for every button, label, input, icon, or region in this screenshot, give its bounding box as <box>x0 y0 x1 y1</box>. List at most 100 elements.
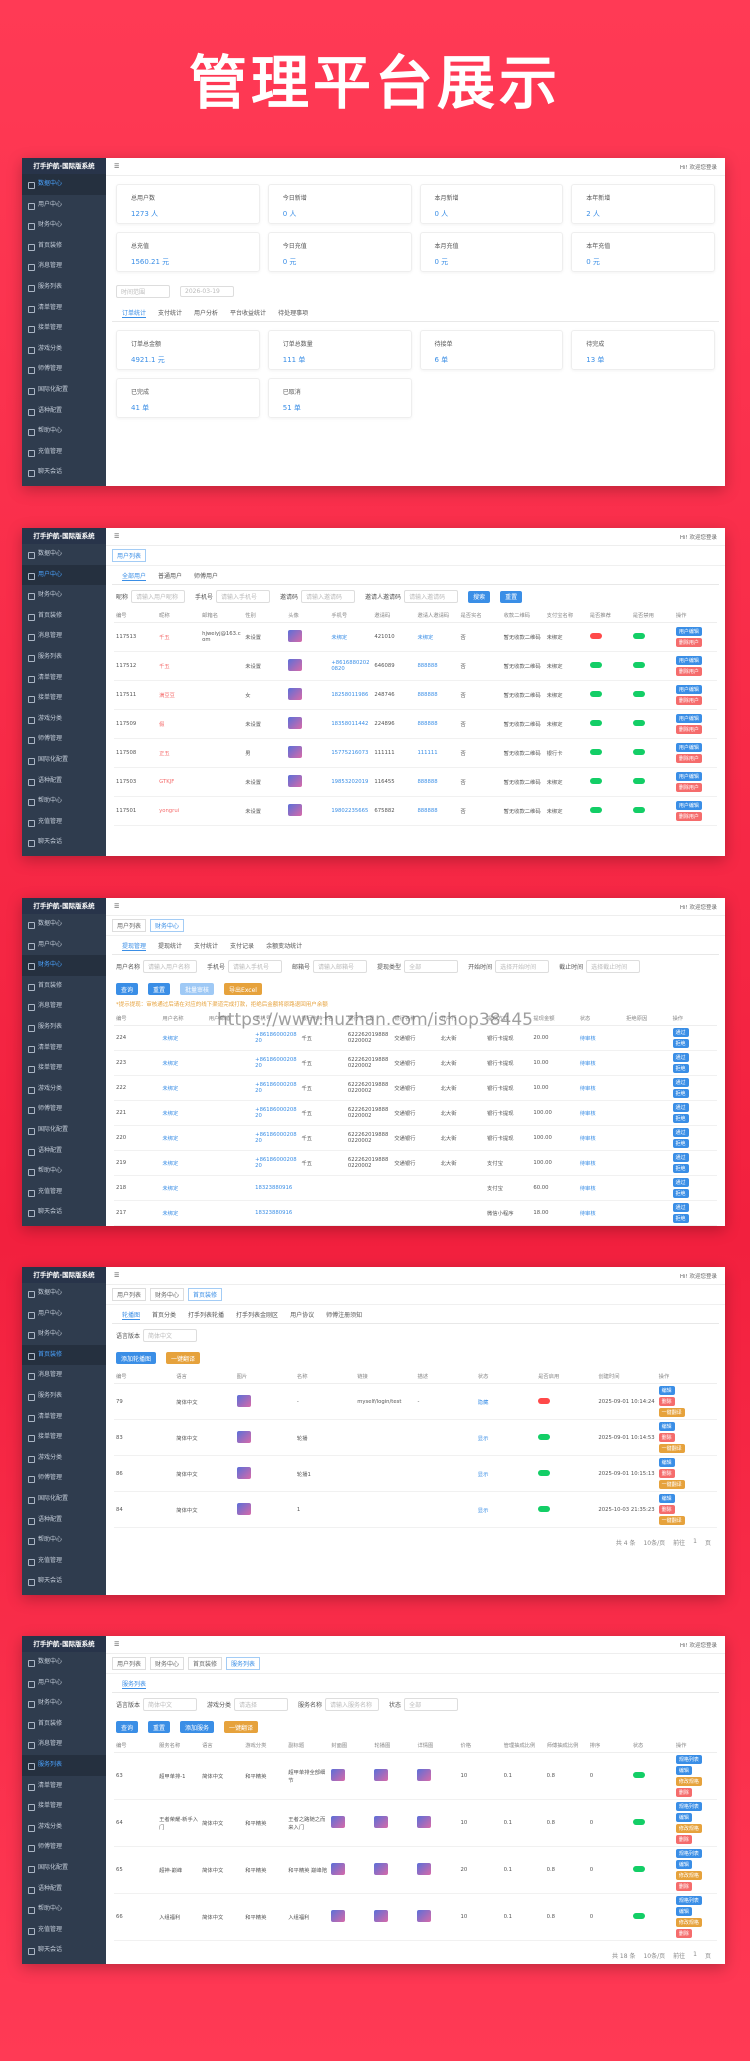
tab[interactable]: 轮播图 <box>122 1312 141 1320</box>
menu-item[interactable]: 语种配置 <box>22 1879 106 1900</box>
breadcrumb[interactable]: 用户列表 <box>112 1657 147 1670</box>
menu-item[interactable]: 消息管理 <box>22 1734 106 1755</box>
action-button[interactable]: 修改规格 <box>675 1824 702 1833</box>
action-button[interactable]: 编辑 <box>658 1386 675 1395</box>
menu-item[interactable]: 接单管理 <box>22 318 106 339</box>
menu-item[interactable]: 清单管理 <box>22 1038 106 1059</box>
menu-item[interactable]: 充值管理 <box>22 812 106 833</box>
tab[interactable]: 支付统计 <box>158 310 183 317</box>
action-button[interactable]: 拒绝 <box>672 1089 689 1098</box>
menu-item[interactable]: 国际化配置 <box>22 380 106 401</box>
menu-item[interactable]: 清单管理 <box>22 668 106 689</box>
tab[interactable]: 余额变动统计 <box>266 943 303 950</box>
menu-item[interactable]: 首页装修 <box>22 236 106 257</box>
action-button[interactable]: 删除用户 <box>675 667 702 676</box>
action-button[interactable]: 编辑 <box>658 1458 675 1467</box>
action-button[interactable]: 删除 <box>675 1929 692 1938</box>
button[interactable]: 重置 <box>500 590 523 603</box>
action-button[interactable]: 规格列表 <box>675 1755 702 1764</box>
action-button[interactable]: 通过 <box>672 1153 689 1162</box>
menu-item[interactable]: 消息管理 <box>22 996 106 1017</box>
menu-item[interactable]: 语种配置 <box>22 1141 106 1162</box>
button[interactable]: 添加服务 <box>180 1721 215 1733</box>
menu-item[interactable]: 消息管理 <box>22 256 106 277</box>
button[interactable]: 重置 <box>148 1721 171 1733</box>
action-button[interactable]: 通过 <box>672 1178 689 1187</box>
action-button[interactable]: 规格列表 <box>675 1802 702 1811</box>
pager-item[interactable]: 10条/页 <box>643 1540 666 1547</box>
toggle[interactable] <box>538 1505 551 1512</box>
menu-item[interactable]: 国际化配置 <box>22 1489 106 1510</box>
menu-item[interactable]: 师傅管理 <box>22 1099 106 1120</box>
action-button[interactable]: 修改规格 <box>675 1918 702 1927</box>
action-button[interactable]: 通过 <box>672 1028 689 1037</box>
tab[interactable]: 待处理事项 <box>278 310 309 317</box>
pager-item[interactable]: 共 18 条 <box>612 1953 636 1960</box>
menu-item[interactable]: 聊天会话 <box>22 1571 106 1592</box>
breadcrumb[interactable]: 首页装修 <box>188 1657 223 1670</box>
menu-item[interactable]: 用户中心 <box>22 1673 106 1694</box>
action-button[interactable]: 用户编辑 <box>675 801 702 810</box>
menu-item[interactable]: 数据中心 <box>22 1652 106 1673</box>
menu-item[interactable]: 服务列表 <box>22 1017 106 1038</box>
menu-item[interactable]: 充值管理 <box>22 1920 106 1941</box>
tab[interactable]: 提现统计 <box>158 943 183 950</box>
date-input[interactable]: 2026-03-19 <box>180 286 234 297</box>
toggle[interactable] <box>632 1913 645 1919</box>
menu-item[interactable]: 游戏分类 <box>22 1079 106 1100</box>
action-button[interactable]: 规格列表 <box>675 1849 702 1858</box>
menu-item[interactable]: 游戏分类 <box>22 709 106 730</box>
filter-input[interactable]: 请输入服务名称 <box>325 1698 380 1711</box>
action-button[interactable]: 用户编辑 <box>675 772 702 781</box>
action-button[interactable]: 通过 <box>672 1128 689 1137</box>
toggle[interactable] <box>632 749 645 755</box>
tab[interactable]: 打手列表金刚区 <box>236 1312 279 1319</box>
tab[interactable]: 首页分类 <box>152 1312 177 1319</box>
menu-item[interactable]: 师傅管理 <box>22 359 106 380</box>
toggle[interactable] <box>538 1433 551 1440</box>
breadcrumb[interactable]: 财务中心 <box>150 1288 185 1301</box>
toggle[interactable] <box>632 691 645 697</box>
button[interactable]: 添加轮播图 <box>116 1352 157 1364</box>
action-button[interactable]: 编辑 <box>675 1860 692 1869</box>
action-button[interactable]: 删除用户 <box>675 696 702 705</box>
menu-item[interactable]: 数据中心 <box>22 544 106 565</box>
filter-input[interactable]: 全部 <box>404 1698 459 1711</box>
tab[interactable]: 平台收益统计 <box>230 310 267 317</box>
action-button[interactable]: 一键翻译 <box>658 1408 685 1417</box>
button[interactable]: 查询 <box>116 983 139 995</box>
menu-item[interactable]: 聊天会话 <box>22 1940 106 1961</box>
filter-input[interactable]: 简体中文 <box>143 1698 198 1711</box>
action-button[interactable]: 编辑 <box>675 1907 692 1916</box>
tab[interactable]: 用户分析 <box>194 310 219 317</box>
action-button[interactable]: 通过 <box>672 1053 689 1062</box>
menu-item[interactable]: 服务列表 <box>22 277 106 298</box>
filter-input[interactable]: 请输入用户名称 <box>143 960 198 973</box>
action-button[interactable]: 规格列表 <box>675 1896 702 1905</box>
menu-item[interactable]: 语种配置 <box>22 771 106 792</box>
menu-item[interactable]: 数据中心 <box>22 1283 106 1304</box>
action-button[interactable]: 删除 <box>658 1469 675 1478</box>
tab[interactable]: 提现管理 <box>122 943 147 951</box>
menu-item[interactable]: 服务列表 <box>22 1386 106 1407</box>
action-button[interactable]: 通过 <box>672 1078 689 1087</box>
menu-item[interactable]: 聊天会话 <box>22 832 106 853</box>
action-button[interactable]: 编辑 <box>658 1422 675 1431</box>
action-button[interactable]: 拒绝 <box>672 1164 689 1173</box>
menu-item[interactable]: 服务列表 <box>22 647 106 668</box>
action-button[interactable]: 删除用户 <box>675 783 702 792</box>
breadcrumb[interactable]: 用户列表 <box>112 549 147 562</box>
menu-item[interactable]: 用户中心 <box>22 195 106 216</box>
action-button[interactable]: 删除 <box>658 1397 675 1406</box>
menu-item[interactable]: 用户中心 <box>22 564 106 586</box>
toggle[interactable] <box>589 633 602 639</box>
toggle[interactable] <box>589 662 602 668</box>
action-button[interactable]: 通过 <box>672 1203 689 1212</box>
menu-item[interactable]: 清单管理 <box>22 1407 106 1428</box>
filter-input[interactable]: 请输入用户昵称 <box>131 590 186 603</box>
pager-item[interactable]: 前往 <box>673 1540 686 1547</box>
action-button[interactable]: 修改规格 <box>675 1777 702 1786</box>
menu-item[interactable]: 数据中心 <box>22 914 106 935</box>
tab[interactable]: 服务列表 <box>122 1681 147 1689</box>
tab[interactable]: 普通用户 <box>158 573 183 580</box>
